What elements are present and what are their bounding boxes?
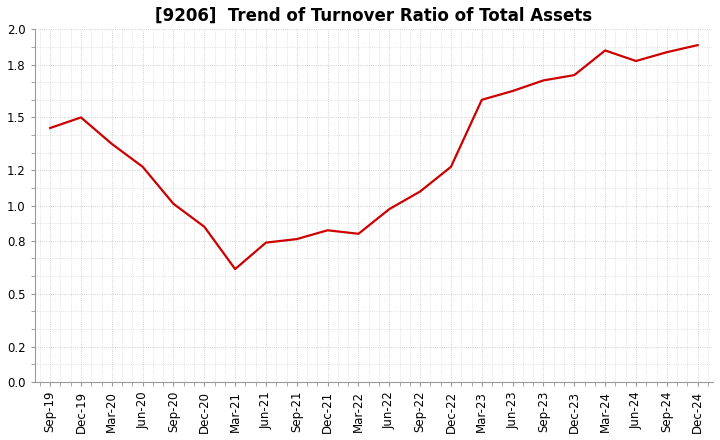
Title: [9206]  Trend of Turnover Ratio of Total Assets: [9206] Trend of Turnover Ratio of Total …: [156, 7, 593, 25]
